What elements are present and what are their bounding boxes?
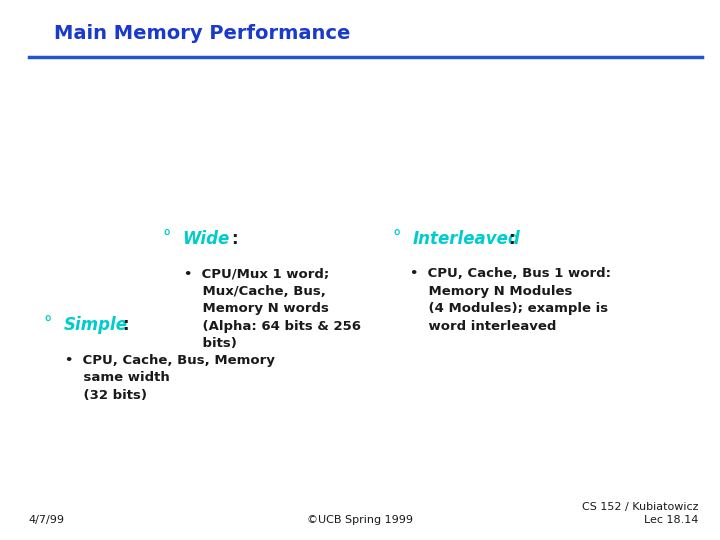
Text: °: ° bbox=[43, 316, 52, 334]
Text: ©UCB Spring 1999: ©UCB Spring 1999 bbox=[307, 515, 413, 525]
Text: °: ° bbox=[392, 230, 401, 247]
Text: °: ° bbox=[162, 230, 171, 247]
Text: •  CPU, Cache, Bus 1 word:
    Memory N Modules
    (4 Modules); example is
    : • CPU, Cache, Bus 1 word: Memory N Modul… bbox=[410, 267, 611, 333]
Text: :: : bbox=[122, 316, 129, 334]
Text: •  CPU, Cache, Bus, Memory
    same width
    (32 bits): • CPU, Cache, Bus, Memory same width (32… bbox=[65, 354, 274, 402]
Text: CS 152 / Kubiatowicz
Lec 18.14: CS 152 / Kubiatowicz Lec 18.14 bbox=[582, 502, 698, 525]
Text: Main Memory Performance: Main Memory Performance bbox=[54, 24, 351, 43]
Text: :: : bbox=[508, 230, 515, 247]
Text: Wide: Wide bbox=[182, 230, 230, 247]
Text: 4/7/99: 4/7/99 bbox=[29, 515, 65, 525]
Text: •  CPU/Mux 1 word;
    Mux/Cache, Bus,
    Memory N words
    (Alpha: 64 bits & : • CPU/Mux 1 word; Mux/Cache, Bus, Memory… bbox=[184, 267, 361, 350]
Text: :: : bbox=[231, 230, 238, 247]
Text: Interleaved: Interleaved bbox=[413, 230, 521, 247]
Text: Simple: Simple bbox=[63, 316, 127, 334]
